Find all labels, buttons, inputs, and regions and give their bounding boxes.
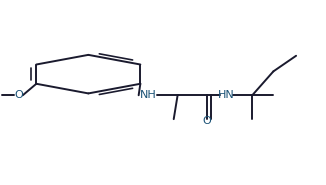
- Text: HN: HN: [218, 90, 235, 100]
- Text: O: O: [202, 116, 211, 126]
- Text: NH: NH: [140, 90, 157, 100]
- Text: O: O: [14, 90, 23, 100]
